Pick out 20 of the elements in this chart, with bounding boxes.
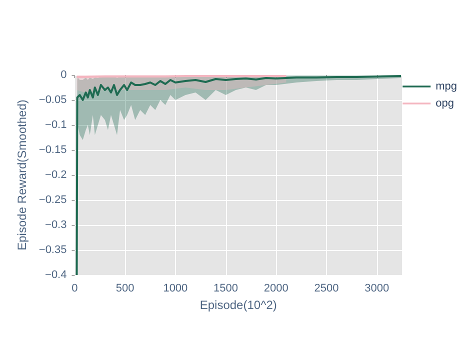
y-tick-label: −0.2 xyxy=(45,169,67,181)
x-tick-label: 2000 xyxy=(264,282,288,294)
x-tick-label: 3000 xyxy=(364,282,390,294)
x-tick-label: 1500 xyxy=(214,282,238,294)
x-tick-label: 0 xyxy=(72,282,78,294)
y-tick-label: 0 xyxy=(60,69,67,81)
y-tick-label: −0.15 xyxy=(38,144,67,156)
legend-label: mpg xyxy=(436,80,458,92)
x-tick-label: 2500 xyxy=(314,282,339,294)
x-tick-label: 500 xyxy=(116,282,134,294)
x-tick-label: 1000 xyxy=(163,282,188,294)
y-tick-label: −0.4 xyxy=(45,269,67,281)
legend-label: opg xyxy=(436,98,454,110)
y-tick-label: −0.1 xyxy=(45,119,67,131)
y-tick-label: −0.35 xyxy=(38,244,67,256)
y-tick-label: −0.05 xyxy=(38,94,67,106)
y-axis-title: Episode Reward(Smoothed) xyxy=(15,100,29,250)
x-axis-title: Episode(10^2) xyxy=(200,298,277,312)
y-tick-label: −0.25 xyxy=(38,194,67,206)
y-tick-label: −0.3 xyxy=(45,219,67,231)
